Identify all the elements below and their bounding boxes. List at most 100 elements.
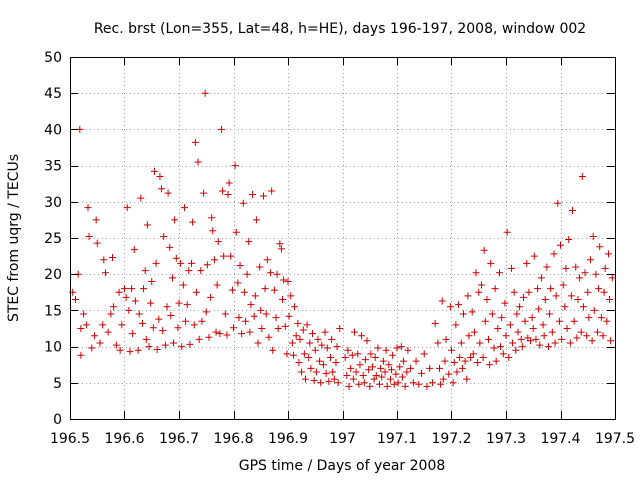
data-point bbox=[227, 252, 235, 260]
data-point bbox=[177, 259, 185, 267]
data-point bbox=[465, 332, 473, 340]
data-point bbox=[600, 288, 608, 296]
data-point bbox=[143, 221, 151, 229]
data-point bbox=[601, 264, 609, 272]
data-point bbox=[540, 332, 548, 340]
data-point bbox=[250, 312, 258, 320]
data-point bbox=[288, 339, 296, 347]
data-point bbox=[116, 346, 124, 354]
data-point bbox=[361, 356, 369, 364]
data-point bbox=[470, 328, 478, 336]
data-point bbox=[100, 256, 108, 264]
data-point bbox=[82, 321, 90, 329]
data-point bbox=[241, 317, 249, 325]
data-point bbox=[372, 372, 380, 380]
data-point bbox=[409, 379, 417, 387]
data-point bbox=[457, 339, 465, 347]
data-point bbox=[307, 364, 315, 372]
data-point bbox=[505, 353, 513, 361]
data-point bbox=[309, 330, 317, 338]
data-point bbox=[262, 310, 270, 318]
data-point bbox=[464, 292, 472, 300]
data-point bbox=[576, 274, 584, 282]
data-point bbox=[535, 305, 543, 313]
data-point bbox=[468, 308, 476, 316]
data-point bbox=[160, 233, 168, 241]
data-point bbox=[213, 281, 221, 289]
data-point bbox=[491, 285, 499, 293]
data-point bbox=[186, 340, 194, 348]
data-point bbox=[150, 167, 158, 175]
data-point bbox=[449, 379, 457, 387]
data-point bbox=[287, 292, 295, 300]
data-point bbox=[396, 363, 404, 371]
y-tick-label: 15 bbox=[44, 303, 62, 319]
data-point bbox=[355, 380, 363, 388]
data-point bbox=[574, 296, 582, 304]
data-point bbox=[277, 245, 285, 253]
data-point bbox=[305, 353, 313, 361]
data-point bbox=[166, 243, 174, 251]
axis-ticks bbox=[70, 57, 616, 420]
data-point bbox=[528, 314, 536, 322]
data-point bbox=[539, 321, 547, 329]
data-point bbox=[356, 361, 364, 369]
data-point bbox=[607, 337, 615, 345]
data-point bbox=[420, 350, 428, 358]
data-point bbox=[265, 333, 273, 341]
data-point bbox=[205, 333, 213, 341]
data-point bbox=[183, 301, 191, 309]
data-point bbox=[498, 314, 506, 322]
data-point bbox=[294, 319, 302, 327]
x-tick-label: 197 bbox=[329, 431, 356, 447]
data-point bbox=[450, 359, 458, 367]
data-point bbox=[298, 368, 306, 376]
data-point bbox=[545, 343, 553, 351]
data-point bbox=[590, 306, 598, 314]
data-point bbox=[118, 321, 126, 329]
data-point bbox=[529, 325, 537, 332]
data-point bbox=[123, 204, 131, 212]
y-tick-label: 35 bbox=[44, 159, 62, 175]
data-point bbox=[174, 324, 182, 332]
data-point bbox=[517, 335, 525, 343]
data-point bbox=[393, 344, 401, 352]
data-point bbox=[319, 361, 327, 369]
data-point bbox=[394, 379, 402, 387]
data-point bbox=[312, 368, 320, 376]
data-point bbox=[280, 276, 288, 284]
data-point bbox=[270, 286, 278, 294]
data-point bbox=[274, 325, 282, 332]
data-point bbox=[365, 366, 373, 374]
data-point bbox=[366, 382, 374, 390]
data-point bbox=[523, 259, 531, 267]
x-tick-label: 197.2 bbox=[431, 431, 471, 447]
data-point bbox=[352, 368, 360, 376]
data-point bbox=[218, 125, 226, 133]
data-point bbox=[341, 353, 349, 361]
data-point bbox=[257, 306, 265, 314]
data-point bbox=[179, 281, 187, 289]
data-point bbox=[370, 375, 378, 383]
data-point bbox=[608, 274, 616, 282]
data-point bbox=[376, 380, 384, 388]
data-point bbox=[456, 353, 464, 361]
data-point bbox=[595, 285, 603, 293]
data-point bbox=[276, 240, 284, 248]
data-point bbox=[251, 292, 259, 300]
data-point bbox=[167, 311, 175, 319]
data-point bbox=[223, 331, 231, 339]
data-point bbox=[153, 345, 161, 353]
data-point bbox=[592, 270, 600, 278]
data-point bbox=[467, 353, 475, 361]
data-point bbox=[360, 379, 368, 387]
data-point bbox=[452, 321, 460, 329]
y-tick-label: 5 bbox=[53, 376, 62, 392]
data-point bbox=[488, 310, 496, 318]
data-point bbox=[525, 288, 533, 296]
data-point bbox=[216, 330, 224, 338]
data-point bbox=[596, 243, 604, 251]
data-point bbox=[231, 162, 239, 170]
y-tick-label: 50 bbox=[44, 50, 62, 66]
data-point bbox=[552, 292, 560, 300]
